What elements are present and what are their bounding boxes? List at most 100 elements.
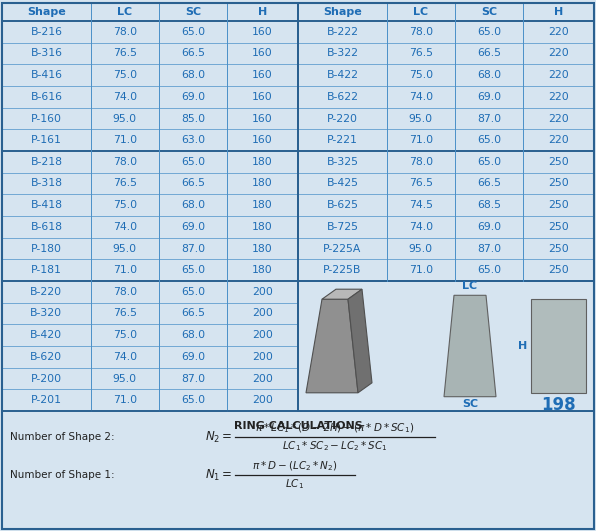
Text: 65.0: 65.0: [181, 157, 205, 167]
Text: 66.5: 66.5: [477, 48, 501, 58]
Text: 87.0: 87.0: [477, 244, 501, 253]
Text: 95.0: 95.0: [409, 244, 433, 253]
Text: B-616: B-616: [30, 92, 63, 102]
Text: 180: 180: [252, 200, 273, 210]
Text: 65.0: 65.0: [181, 265, 205, 275]
Text: SC: SC: [481, 7, 497, 17]
Text: 69.0: 69.0: [181, 222, 205, 232]
Text: 160: 160: [252, 114, 273, 124]
Text: P-220: P-220: [327, 114, 358, 124]
Text: 180: 180: [252, 265, 273, 275]
Text: B-418: B-418: [30, 200, 63, 210]
Text: 220: 220: [548, 27, 569, 37]
Text: P-201: P-201: [31, 395, 62, 405]
Text: 160: 160: [252, 27, 273, 37]
Text: 95.0: 95.0: [113, 244, 137, 253]
Text: 160: 160: [252, 48, 273, 58]
Text: P-225B: P-225B: [323, 265, 362, 275]
Text: P-161: P-161: [31, 135, 62, 145]
Text: 250: 250: [548, 178, 569, 189]
Text: 74.5: 74.5: [409, 200, 433, 210]
Text: Number of Shape 2:: Number of Shape 2:: [10, 432, 114, 442]
Text: SC: SC: [462, 399, 478, 409]
Text: P-221: P-221: [327, 135, 358, 145]
Text: 68.0: 68.0: [181, 70, 205, 80]
Text: 76.5: 76.5: [113, 309, 137, 319]
Text: 75.0: 75.0: [113, 330, 137, 340]
Text: 220: 220: [548, 114, 569, 124]
Text: 160: 160: [252, 92, 273, 102]
Text: B-318: B-318: [30, 178, 63, 189]
Text: B-220: B-220: [30, 287, 63, 297]
Text: 68.0: 68.0: [181, 200, 205, 210]
Bar: [2, 3, 298, 411]
Text: 180: 180: [252, 178, 273, 189]
Text: P-200: P-200: [31, 373, 62, 383]
Text: 65.0: 65.0: [181, 287, 205, 297]
Text: 85.0: 85.0: [181, 114, 205, 124]
Text: 66.5: 66.5: [181, 178, 205, 189]
Text: 69.0: 69.0: [477, 222, 501, 232]
Text: B-420: B-420: [30, 330, 63, 340]
Text: 250: 250: [548, 200, 569, 210]
Text: 65.0: 65.0: [181, 395, 205, 405]
Text: 180: 180: [252, 222, 273, 232]
Text: 87.0: 87.0: [477, 114, 501, 124]
Text: RING CALCULATIONS: RING CALCULATIONS: [234, 421, 362, 431]
Text: 200: 200: [252, 352, 273, 362]
Text: 78.0: 78.0: [409, 157, 433, 167]
Text: 200: 200: [252, 287, 273, 297]
Text: $\pi * LC_1 * (D - 2H) - (\pi * D * SC_1)$: $\pi * LC_1 * (D - 2H) - (\pi * D * SC_1…: [256, 421, 415, 435]
Text: 65.0: 65.0: [477, 157, 501, 167]
Polygon shape: [306, 299, 358, 393]
Text: 200: 200: [252, 309, 273, 319]
Text: 220: 220: [548, 135, 569, 145]
Text: 75.0: 75.0: [113, 70, 137, 80]
Text: 87.0: 87.0: [181, 373, 205, 383]
Bar: [2, 3, 594, 411]
Text: 78.0: 78.0: [113, 157, 137, 167]
Text: 76.5: 76.5: [113, 48, 137, 58]
Text: P-225A: P-225A: [323, 244, 362, 253]
Text: 74.0: 74.0: [113, 352, 137, 362]
Text: H: H: [554, 7, 563, 17]
Polygon shape: [322, 289, 362, 299]
Text: B-316: B-316: [30, 48, 63, 58]
Text: 75.0: 75.0: [113, 200, 137, 210]
Text: B-622: B-622: [327, 92, 358, 102]
Text: 250: 250: [548, 244, 569, 253]
Text: $N_1=$: $N_1=$: [205, 467, 232, 483]
Text: 65.0: 65.0: [477, 27, 501, 37]
Text: 95.0: 95.0: [113, 373, 137, 383]
Text: B-322: B-322: [327, 48, 358, 58]
Text: 66.5: 66.5: [477, 178, 501, 189]
Text: 69.0: 69.0: [477, 92, 501, 102]
Text: 180: 180: [252, 244, 273, 253]
Text: LC: LC: [462, 281, 477, 292]
Text: 78.0: 78.0: [409, 27, 433, 37]
Text: 69.0: 69.0: [181, 92, 205, 102]
Text: 220: 220: [548, 92, 569, 102]
Text: B-725: B-725: [327, 222, 358, 232]
Text: Shape: Shape: [323, 7, 362, 17]
Text: 220: 220: [548, 70, 569, 80]
Text: 71.0: 71.0: [409, 135, 433, 145]
Text: 74.0: 74.0: [113, 222, 137, 232]
Text: Shape: Shape: [27, 7, 66, 17]
Text: 65.0: 65.0: [181, 27, 205, 37]
Text: LC: LC: [117, 7, 132, 17]
Text: 200: 200: [252, 395, 273, 405]
Text: 74.0: 74.0: [409, 92, 433, 102]
Text: 78.0: 78.0: [113, 27, 137, 37]
Text: $LC_1$: $LC_1$: [285, 477, 305, 491]
Bar: [298, 281, 594, 411]
Bar: [531, 299, 586, 393]
Text: $LC_1 * SC_2 - LC_2 * SC_1$: $LC_1 * SC_2 - LC_2 * SC_1$: [282, 439, 388, 453]
Text: B-618: B-618: [30, 222, 63, 232]
Text: 66.5: 66.5: [181, 309, 205, 319]
Text: 250: 250: [548, 222, 569, 232]
Text: 71.0: 71.0: [113, 265, 137, 275]
Text: B-325: B-325: [327, 157, 358, 167]
Text: 200: 200: [252, 373, 273, 383]
Polygon shape: [348, 289, 372, 393]
